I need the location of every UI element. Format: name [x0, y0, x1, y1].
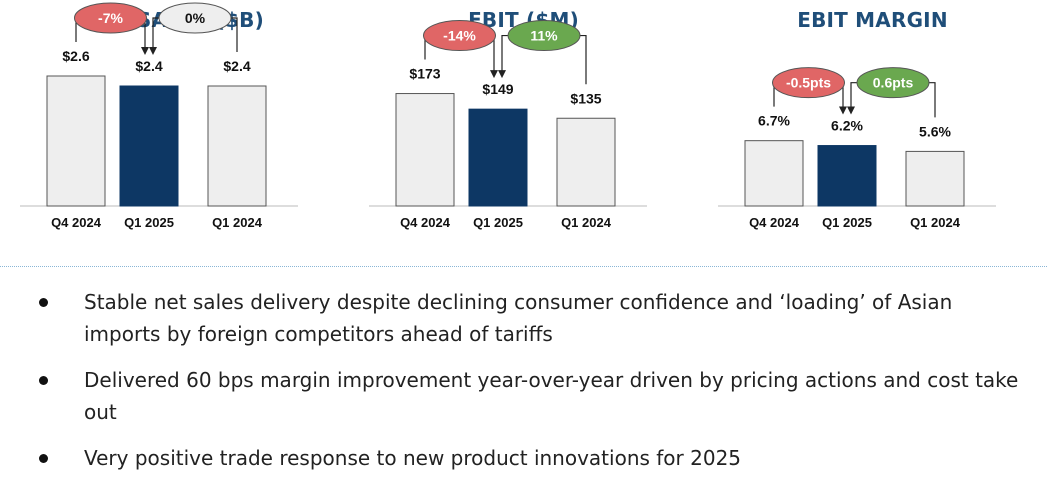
bar [468, 108, 528, 207]
bullet-text: Very positive trade response to new prod… [84, 446, 742, 470]
arrowhead-icon [149, 47, 157, 55]
change-label: -14% [443, 28, 476, 44]
bullet-dot-icon [39, 454, 48, 463]
data-label: $135 [570, 90, 601, 106]
change-badge [74, 2, 147, 34]
bullet-text: Delivered 60 bps margin improvement year… [84, 368, 1019, 424]
bar [119, 85, 179, 207]
bullet-item: Delivered 60 bps margin improvement year… [0, 364, 1047, 428]
data-label: $2.4 [135, 58, 162, 74]
category-label: Q4 2024 [400, 215, 451, 230]
bullet-dot-icon [39, 376, 48, 385]
chart-title: EBIT MARGIN [797, 8, 948, 32]
chart-ebit: EBIT ($M) $173 Q4 2024 $149 Q1 2025 $135 Q1 2… [349, 0, 698, 260]
bar [395, 93, 455, 207]
bar [744, 140, 804, 207]
bullet-list: Stable net sales delivery despite declin… [0, 286, 1047, 488]
chart-ebit-margin-plot: 6.7% Q4 2024 6.2% Q1 2025 5.6% Q1 2024 -0.5pts… [718, 67, 996, 230]
category-label: Q1 2025 [822, 215, 872, 230]
bullet-item: Stable net sales delivery despite declin… [0, 286, 1047, 350]
bar [905, 150, 965, 207]
category-label: Q1 2025 [473, 215, 523, 230]
change-label: -7% [98, 10, 123, 26]
section-divider [0, 266, 1047, 267]
change-label: 0.6pts [873, 75, 914, 91]
change-label: -0.5pts [786, 75, 831, 91]
change-label: 0% [185, 10, 206, 26]
change-label: 11% [530, 28, 558, 44]
chart-net-sales-plot: $2.6 Q4 2024 $2.4 Q1 2025 $2.4 Q1 2024 -7% 0% [20, 2, 298, 230]
category-label: Q4 2024 [749, 215, 800, 230]
change-badge [772, 67, 845, 99]
chart-ebit-plot: $173 Q4 2024 $149 Q1 2025 $135 Q1 2024 -14% 11% [369, 20, 647, 230]
change-badge [856, 67, 930, 99]
chart-net-sales: NET SALES ($B) $2.6Q4 2024$2.4Q1 2025$2.… [0, 0, 349, 260]
category-label: Q1 2024 [561, 215, 612, 230]
bar [817, 145, 877, 207]
bar [46, 75, 106, 207]
bullet-item: Very positive trade response to new prod… [0, 442, 1047, 474]
change-badge [158, 2, 232, 34]
bar [207, 85, 267, 207]
data-label: $2.4 [223, 58, 250, 74]
change-badge [507, 20, 581, 52]
change-badge [423, 20, 496, 52]
data-label: 6.2% [831, 118, 863, 134]
data-label: 5.6% [919, 123, 951, 139]
bar [556, 117, 616, 207]
category-label: Q4 2024 [51, 215, 102, 230]
category-label: Q1 2024 [910, 215, 961, 230]
category-label: Q1 2025 [124, 215, 174, 230]
arrowhead-icon [498, 70, 506, 79]
bullet-dot-icon [39, 298, 48, 307]
data-label: $2.6 [62, 48, 89, 64]
data-label: $173 [409, 66, 440, 82]
bullet-text: Stable net sales delivery despite declin… [84, 290, 953, 346]
chart-ebit-margin: EBIT MARGIN 6.7% Q4 2024 6.2% Q1 2025 5.6% Q1… [698, 0, 1047, 260]
arrowhead-icon [141, 47, 149, 55]
category-label: Q1 2024 [212, 215, 263, 230]
data-label: $149 [482, 81, 513, 97]
arrowhead-icon [847, 106, 855, 115]
arrowhead-icon [839, 106, 847, 115]
data-label: 6.7% [758, 113, 790, 129]
arrowhead-icon [490, 70, 498, 79]
